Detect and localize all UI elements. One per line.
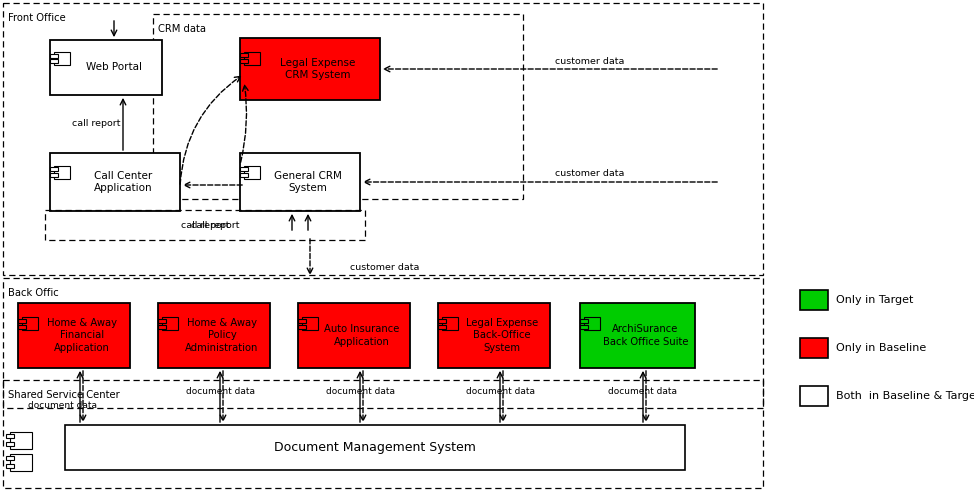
Bar <box>50 173 58 177</box>
Bar <box>240 38 380 100</box>
Bar <box>10 454 32 471</box>
Bar <box>580 324 588 328</box>
Text: customer data: customer data <box>351 263 420 273</box>
Bar <box>800 338 828 358</box>
Text: CRM data: CRM data <box>158 24 206 34</box>
Bar <box>244 52 260 65</box>
Text: customer data: customer data <box>555 170 624 178</box>
Bar <box>240 53 248 57</box>
Bar <box>50 153 180 211</box>
Text: Both  in Baseline & Targe: Both in Baseline & Targe <box>836 391 974 401</box>
Bar <box>45 210 365 240</box>
Bar <box>580 303 695 368</box>
Bar <box>298 324 306 328</box>
Text: Legal Expense
Back-Office
System: Legal Expense Back-Office System <box>466 318 538 353</box>
Bar <box>65 425 685 470</box>
Text: Shared Service Center: Shared Service Center <box>8 390 120 400</box>
Text: Home & Away
Policy
Administration: Home & Away Policy Administration <box>185 318 259 353</box>
Bar <box>10 432 32 449</box>
Text: document data: document data <box>466 387 535 396</box>
Bar <box>6 456 14 460</box>
Bar <box>298 319 306 323</box>
Text: Legal Expense
CRM System: Legal Expense CRM System <box>281 58 356 80</box>
Text: document data: document data <box>28 400 97 410</box>
Bar <box>240 153 360 211</box>
Bar <box>3 278 763 408</box>
Text: Auto Insurance
Application: Auto Insurance Application <box>324 324 399 347</box>
Bar <box>50 54 58 58</box>
Text: Home & Away
Financial
Application: Home & Away Financial Application <box>47 318 117 353</box>
Bar <box>18 303 130 368</box>
Bar <box>244 166 260 179</box>
Bar <box>580 319 588 323</box>
Bar <box>18 324 26 328</box>
Bar <box>442 317 458 330</box>
Bar <box>3 380 763 488</box>
Bar <box>50 40 162 95</box>
Bar <box>298 303 410 368</box>
Text: Web Portal: Web Portal <box>86 63 142 72</box>
Text: General CRM
System: General CRM System <box>274 171 342 193</box>
Text: Call Center
Application: Call Center Application <box>94 171 152 193</box>
Bar <box>50 59 58 64</box>
Text: Back Offic: Back Offic <box>8 288 58 298</box>
Text: customer data: customer data <box>555 57 624 66</box>
Bar <box>162 317 178 330</box>
Bar <box>800 290 828 310</box>
Text: call report: call report <box>181 221 229 231</box>
Bar <box>438 324 446 328</box>
Bar <box>438 303 550 368</box>
Bar <box>158 324 166 328</box>
Bar <box>22 317 38 330</box>
Text: ArchiSurance
Back Office Suite: ArchiSurance Back Office Suite <box>603 324 689 347</box>
Text: document data: document data <box>185 387 254 396</box>
Text: Front Office: Front Office <box>8 13 66 23</box>
Text: document data: document data <box>609 387 678 396</box>
Bar <box>6 434 14 438</box>
Text: Only in Target: Only in Target <box>836 295 914 305</box>
Bar <box>240 59 248 63</box>
Bar <box>153 14 523 199</box>
Bar <box>240 173 248 177</box>
Bar <box>158 303 270 368</box>
Bar <box>54 52 70 65</box>
Bar <box>302 317 318 330</box>
Bar <box>3 3 763 275</box>
Bar <box>50 167 58 172</box>
Text: call report: call report <box>191 220 240 230</box>
Bar <box>584 317 600 330</box>
Text: Only in Baseline: Only in Baseline <box>836 343 926 353</box>
Bar <box>240 167 248 172</box>
Bar <box>438 319 446 323</box>
Bar <box>54 166 70 179</box>
Bar <box>18 319 26 323</box>
Text: document data: document data <box>325 387 394 396</box>
Bar <box>6 442 14 446</box>
Text: call report: call report <box>72 119 121 129</box>
Bar <box>6 463 14 467</box>
Text: Document Management System: Document Management System <box>274 441 476 454</box>
Bar <box>158 319 166 323</box>
Bar <box>800 386 828 406</box>
